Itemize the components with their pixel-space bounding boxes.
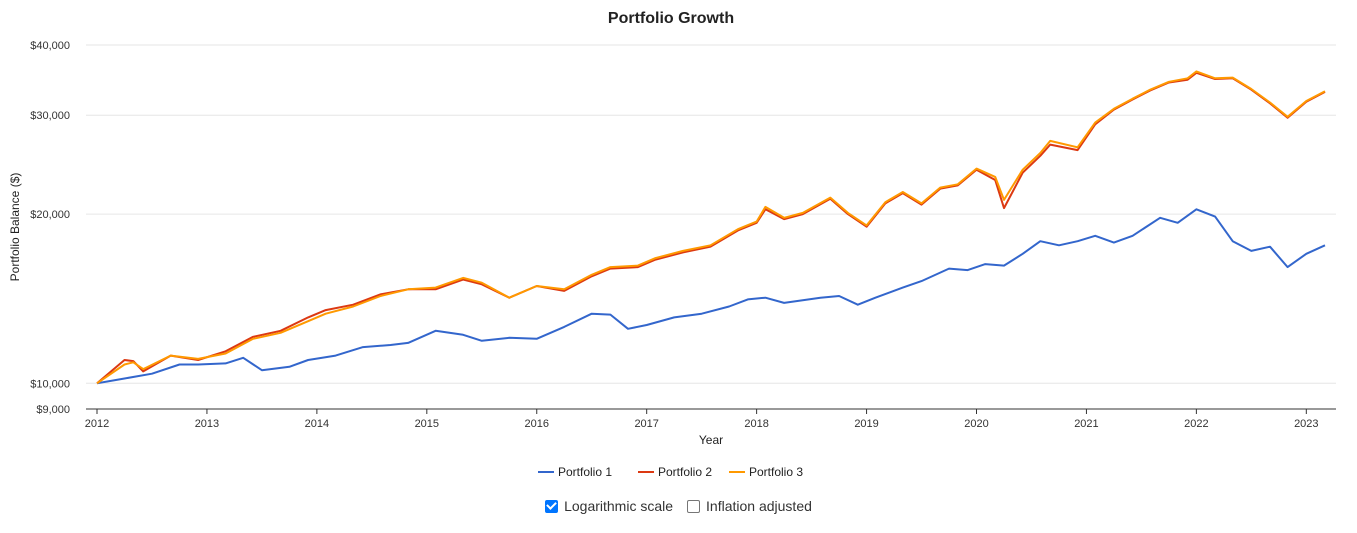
- x-tick-label: 2019: [854, 418, 878, 430]
- inflation-adjusted-toggle[interactable]: Inflation adjusted: [687, 498, 812, 514]
- series-line-1: [96, 208, 1326, 385]
- legend-item-1[interactable]: Portfolio 1: [538, 465, 612, 479]
- x-tick-label: 2015: [415, 418, 439, 430]
- inflation-adjusted-checkbox[interactable]: [687, 499, 701, 513]
- x-tick-label: 2013: [195, 418, 219, 430]
- y-tick-label: $20,000: [30, 209, 70, 221]
- x-tick-label: 2018: [744, 418, 768, 430]
- series-line-3: [96, 70, 1326, 385]
- x-axis-ticks: 2012 2013 2014 2015 2016 2017 2018 2019 2020 2021…: [85, 409, 1319, 430]
- chart-options: Logarithmic scale Inflation adjusted: [0, 498, 1357, 514]
- legend-item-3[interactable]: Portfolio 3: [729, 465, 803, 479]
- y-axis-ticks: $9,000 $10,000 $20,000 $30,000 $40,000: [30, 40, 70, 416]
- y-axis-label: Portfolio Balance ($): [8, 173, 22, 282]
- legend-label: Portfolio 2: [658, 465, 712, 479]
- y-tick-label: $30,000: [30, 110, 70, 122]
- legend-label: Portfolio 3: [749, 465, 803, 479]
- x-tick-label: 2020: [964, 418, 988, 430]
- x-tick-label: 2023: [1294, 418, 1318, 430]
- x-tick-label: 2021: [1074, 418, 1098, 430]
- legend-item-2[interactable]: Portfolio 2: [638, 465, 712, 479]
- legend-label: Portfolio 1: [558, 465, 612, 479]
- chart-title: Portfolio Growth: [608, 10, 734, 27]
- x-tick-label: 2016: [525, 418, 549, 430]
- y-tick-label: $9,000: [36, 404, 70, 416]
- x-axis-label: Year: [699, 433, 723, 447]
- gridlines: [86, 44, 1336, 384]
- x-tick-label: 2014: [305, 418, 329, 430]
- x-tick-label: 2022: [1184, 418, 1208, 430]
- y-tick-label: $10,000: [30, 378, 70, 390]
- legend[interactable]: Portfolio 1 Portfolio 2 Portfolio 3: [538, 465, 803, 479]
- y-tick-label: $40,000: [30, 40, 70, 52]
- series-lines: [96, 70, 1326, 385]
- logarithmic-scale-label: Logarithmic scale: [564, 498, 674, 514]
- series-line-2: [96, 71, 1326, 385]
- x-tick-label: 2017: [634, 418, 658, 430]
- x-tick-label: 2012: [85, 418, 109, 430]
- inflation-adjusted-label: Inflation adjusted: [706, 498, 812, 514]
- logarithmic-scale-toggle[interactable]: Logarithmic scale: [545, 498, 673, 514]
- logarithmic-scale-checkbox[interactable]: [545, 499, 559, 513]
